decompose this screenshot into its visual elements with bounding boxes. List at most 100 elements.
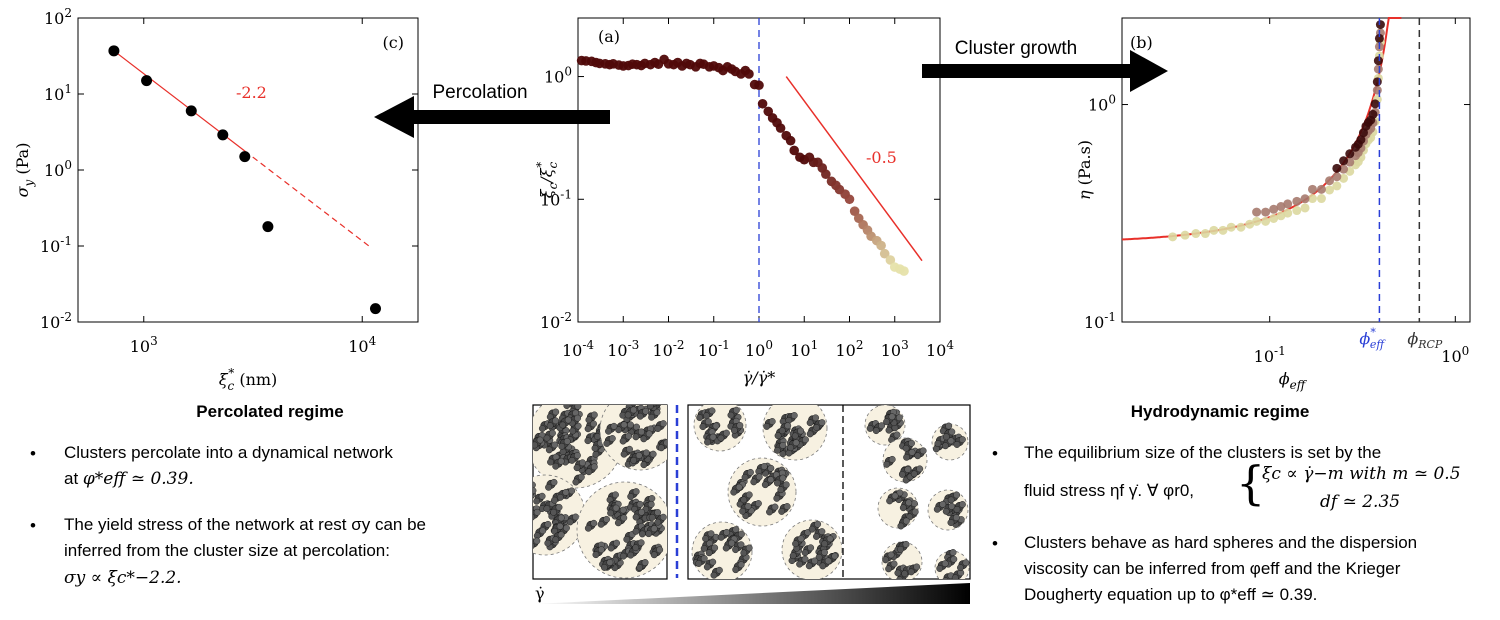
particle	[815, 553, 823, 561]
y-tick-label: 100	[44, 158, 72, 180]
particle	[603, 515, 610, 523]
particle	[888, 455, 896, 463]
right-bullet2-line1: Clusters behave as hard spheres and the …	[1024, 533, 1418, 552]
particle	[760, 463, 768, 470]
particle-aggregate	[533, 527, 547, 540]
cluster-growth-arrow-shaft	[922, 64, 1132, 78]
particle	[939, 500, 947, 508]
particle	[574, 452, 581, 459]
particle	[942, 442, 949, 450]
particle	[792, 540, 799, 548]
particle-aggregate	[657, 439, 667, 452]
x-tick-label: 10-3	[607, 338, 639, 360]
particle	[919, 447, 927, 455]
particle	[745, 544, 753, 552]
particle	[533, 508, 541, 516]
particle	[750, 478, 758, 486]
particle	[647, 500, 655, 508]
particle	[893, 431, 901, 439]
particle	[557, 457, 565, 465]
particle	[807, 544, 815, 552]
x-tick-label: 104	[348, 334, 376, 356]
particle	[640, 435, 648, 443]
particle	[773, 479, 781, 487]
particle-aggregate	[695, 555, 708, 567]
particle-aggregate	[585, 463, 598, 476]
particle-aggregate	[903, 448, 916, 461]
particle-aggregate	[942, 428, 956, 441]
particle-aggregate	[636, 407, 650, 420]
particle	[579, 459, 586, 467]
cluster	[524, 474, 586, 556]
particle	[633, 405, 636, 406]
particle	[648, 514, 656, 521]
particle	[585, 416, 593, 424]
panel-b-frame	[1121, 17, 1471, 323]
particle	[904, 466, 912, 473]
particle-aggregate	[573, 459, 586, 472]
particle	[635, 452, 643, 459]
percolation-label: Percolation	[432, 82, 527, 103]
y-tick-label: 10-1	[40, 234, 72, 256]
particle	[902, 444, 910, 452]
data-point	[757, 98, 768, 109]
y-axis-label: η (Pa.s)	[1075, 140, 1094, 200]
particle	[702, 535, 709, 543]
particle	[612, 504, 620, 512]
particle	[913, 563, 921, 571]
particle	[907, 568, 915, 576]
particle	[607, 509, 615, 517]
particle	[524, 492, 530, 498]
particle-aggregate	[642, 500, 655, 513]
particle	[638, 508, 645, 516]
cluster	[727, 457, 797, 527]
particle	[654, 425, 662, 432]
data-point	[1300, 194, 1310, 204]
particle	[590, 411, 598, 419]
particle	[705, 549, 713, 557]
panel-b-label: (b)	[1130, 33, 1153, 52]
particle-aggregate	[801, 544, 815, 557]
right-bullet1-line2: fluid stress ηf γ̇. ∀ φr0,	[1024, 481, 1195, 500]
data-point	[1332, 172, 1342, 182]
particle	[572, 478, 580, 486]
particle	[802, 436, 809, 444]
particle-aggregate	[703, 558, 717, 571]
particle	[598, 546, 605, 554]
particle	[902, 517, 910, 525]
cluster	[576, 481, 667, 579]
particle	[908, 439, 915, 447]
particle	[627, 421, 634, 429]
particle-aggregate	[614, 514, 628, 527]
particle-aggregate	[740, 544, 753, 557]
particle	[949, 549, 957, 556]
particle	[655, 397, 661, 403]
particle	[544, 520, 552, 528]
data-point	[785, 135, 796, 146]
particle	[555, 503, 563, 511]
data-point	[1339, 156, 1349, 166]
particle	[790, 412, 798, 419]
particle	[723, 528, 731, 536]
data-point	[141, 75, 153, 87]
particle	[606, 559, 614, 566]
x-tick-label: 10-4	[562, 338, 594, 360]
particle	[914, 452, 922, 460]
particle-aggregate	[550, 503, 563, 516]
particle	[533, 484, 534, 490]
particle	[610, 422, 618, 430]
data-point	[1292, 206, 1302, 216]
data-point	[775, 123, 786, 133]
data-point	[1200, 229, 1210, 239]
particle-aggregate	[815, 548, 828, 561]
particle-aggregate	[650, 546, 664, 559]
particle	[637, 539, 645, 547]
bullet-icon: •	[992, 444, 998, 463]
particle-aggregate	[533, 492, 546, 505]
particle	[910, 500, 918, 507]
particle-aggregate	[648, 408, 661, 421]
data-point	[1316, 194, 1326, 204]
particle	[885, 426, 893, 434]
particle	[741, 473, 749, 481]
particle	[814, 520, 822, 528]
